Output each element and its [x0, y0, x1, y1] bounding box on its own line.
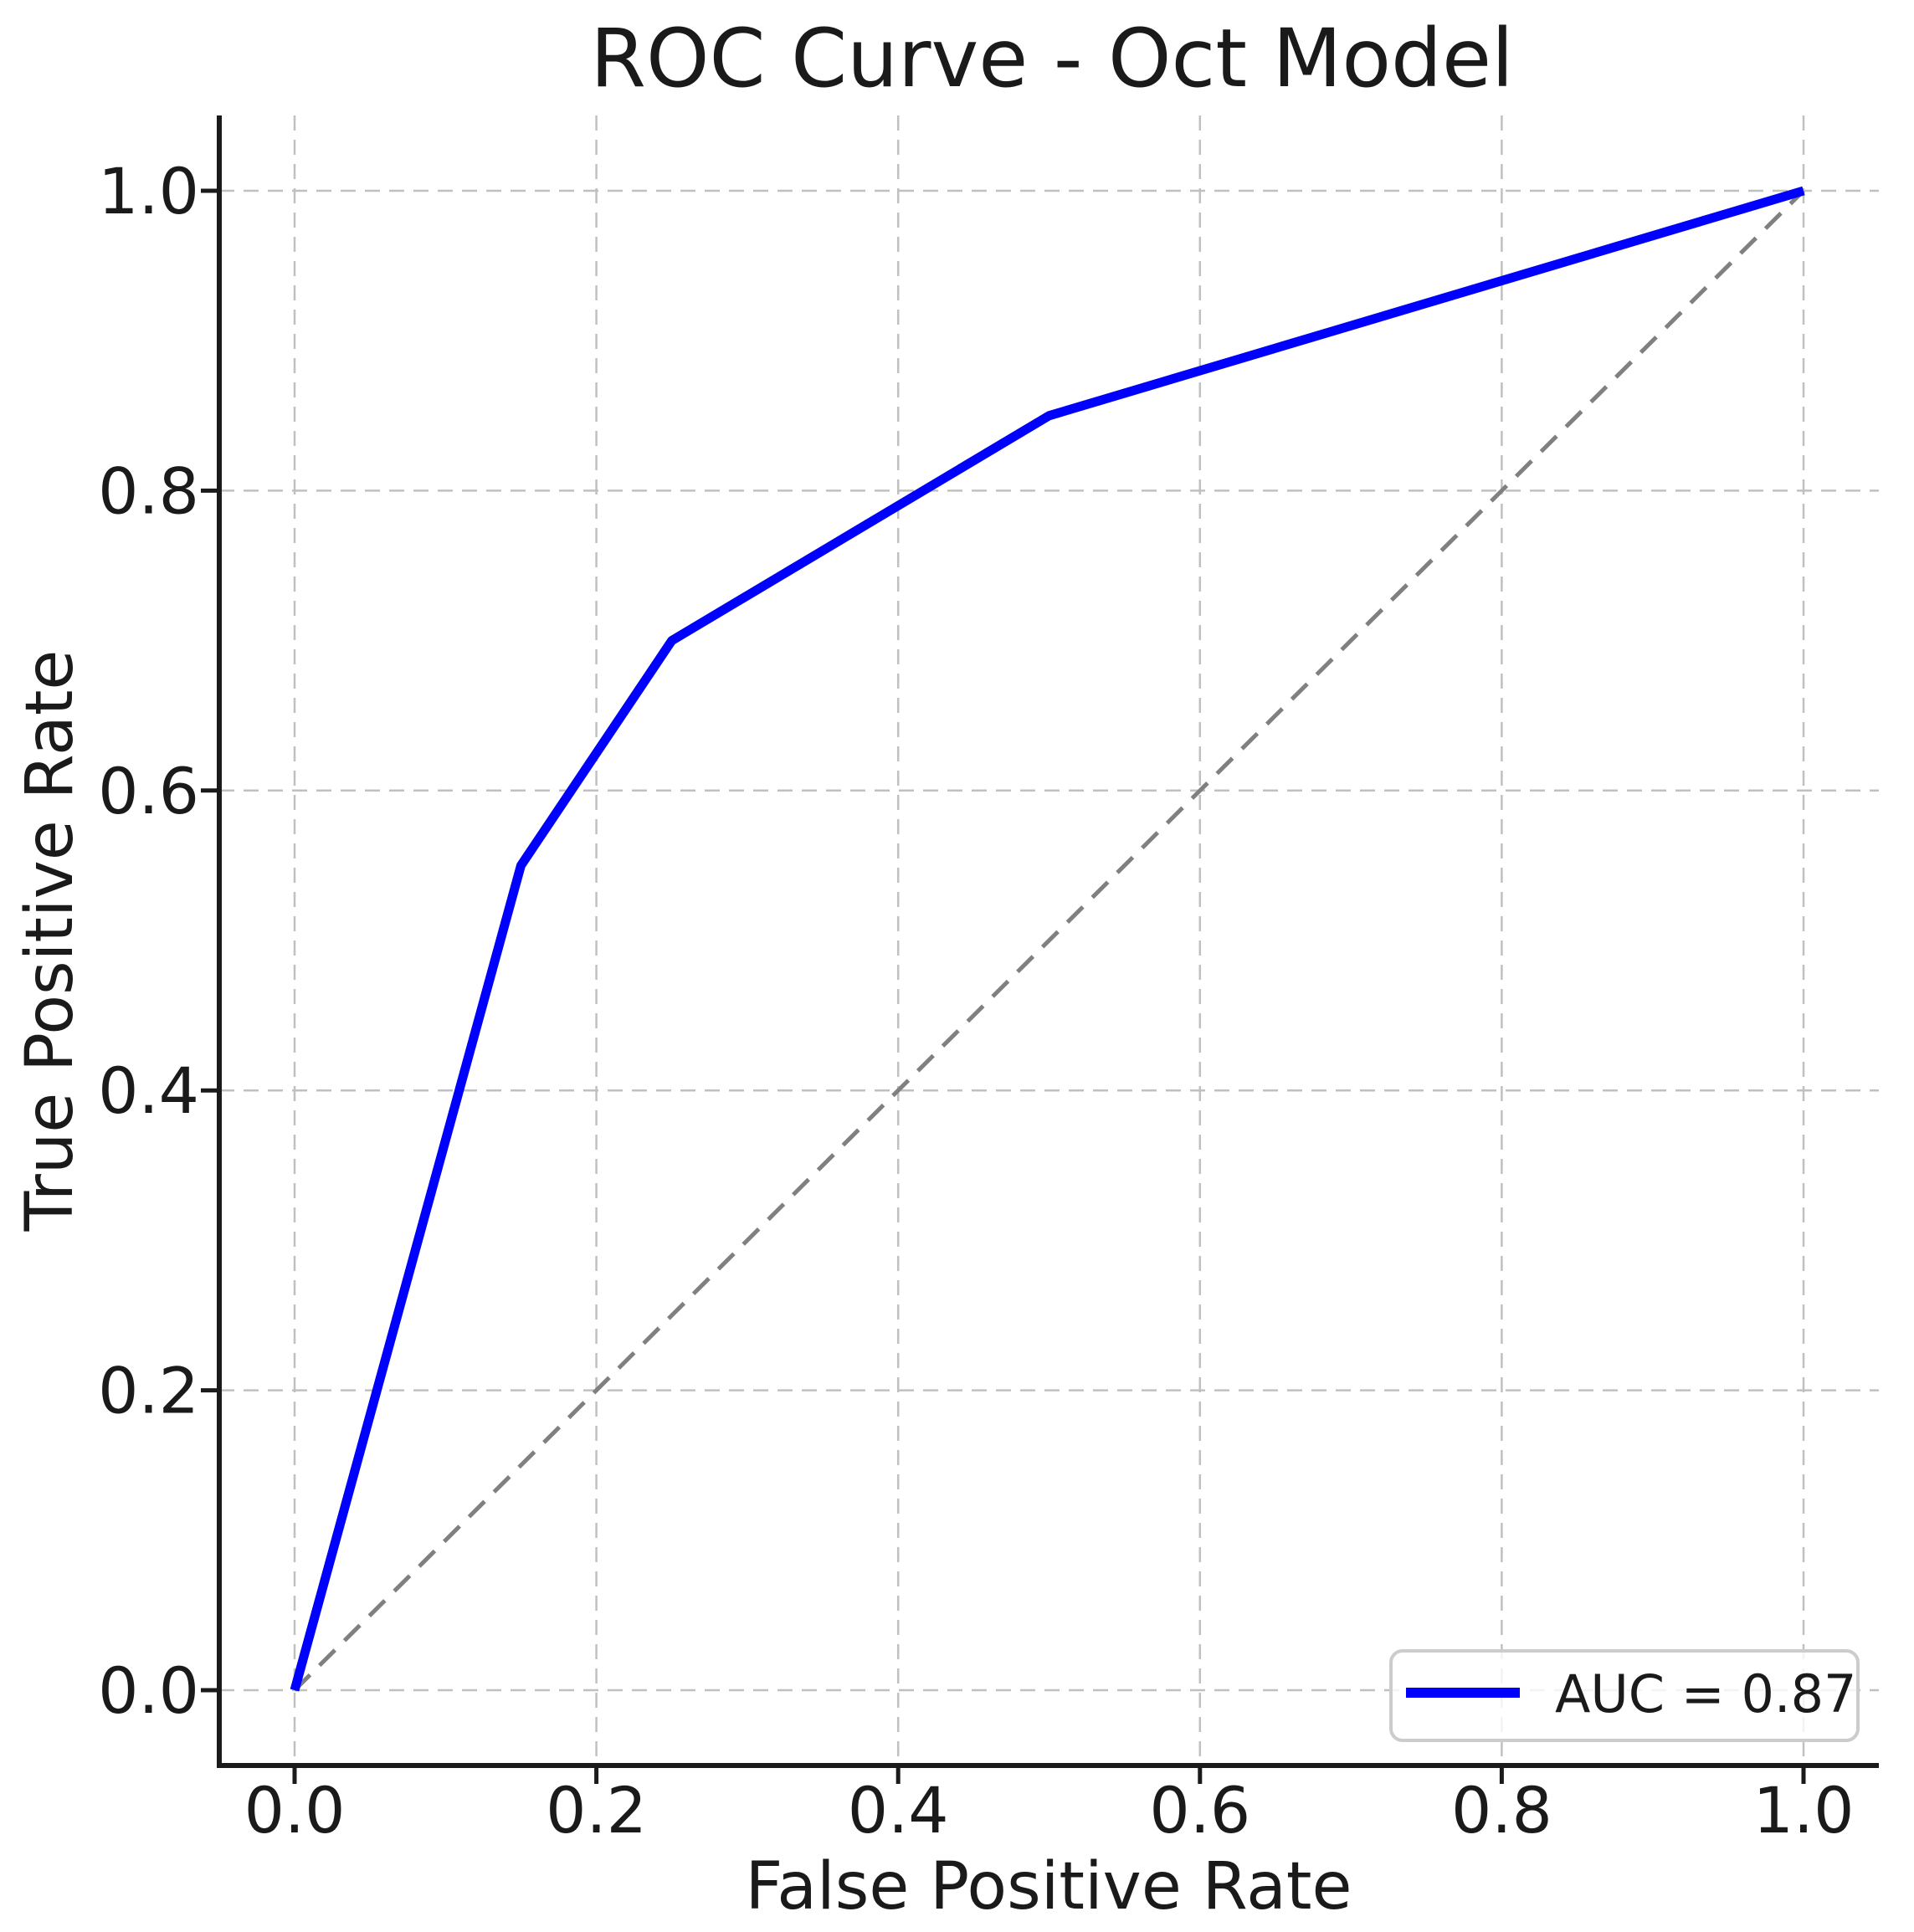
y-tick-label: 0.0 — [98, 1653, 199, 1728]
x-tick-label: 0.0 — [244, 1773, 346, 1847]
roc-curve-line — [290, 186, 1805, 1692]
legend-auc-label: AUC = 0.87 — [1555, 1663, 1857, 1724]
x-axis-label: False Positive Rate — [746, 1849, 1352, 1924]
legend: AUC = 0.87 — [1389, 1649, 1860, 1742]
chance-diagonal-line — [293, 189, 1805, 1692]
y-tick-label: 1.0 — [98, 154, 199, 228]
x-tick-label: 1.0 — [1753, 1773, 1855, 1847]
y-axis-label: True Positive Rate — [13, 650, 88, 1232]
y-axis-ticks: 0.0 0.2 0.4 0.6 0.8 1.0 — [98, 154, 219, 1728]
legend-box — [1389, 1649, 1860, 1742]
x-tick-label: 0.2 — [546, 1773, 647, 1847]
y-tick-label: 0.4 — [98, 1053, 199, 1128]
x-axis-ticks: 0.0 0.2 0.4 0.6 0.8 1.0 — [244, 1765, 1855, 1847]
gridlines — [219, 115, 1879, 1765]
chart-title: ROC Curve - Oct Model — [590, 12, 1513, 105]
x-tick-label: 0.8 — [1451, 1773, 1552, 1847]
x-tick-label: 0.6 — [1149, 1773, 1250, 1847]
y-tick-label: 0.8 — [98, 454, 199, 528]
y-tick-label: 0.2 — [98, 1354, 199, 1428]
y-tick-label: 0.6 — [98, 754, 199, 828]
x-tick-label: 0.4 — [848, 1773, 949, 1847]
